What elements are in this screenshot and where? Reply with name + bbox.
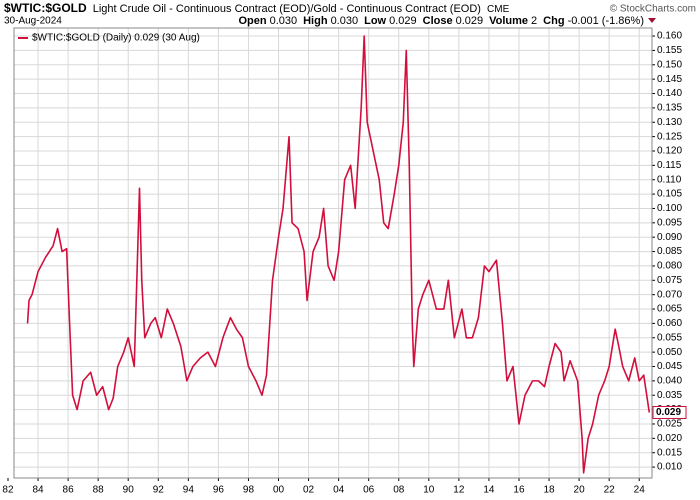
y-tick-label: 0.040 <box>657 376 682 387</box>
y-tick-label: 0.145 <box>657 74 682 85</box>
y-tick-label: 0.035 <box>657 390 682 401</box>
exchange: CME <box>487 4 510 15</box>
quote-value: 0.030 <box>270 15 298 27</box>
y-tick-label: 0.150 <box>657 59 682 70</box>
x-tick-label: 20 <box>574 485 586 496</box>
y-tick-label: 0.060 <box>657 318 682 329</box>
y-tick-label: 0.140 <box>657 88 682 99</box>
y-tick-label: 0.090 <box>657 232 682 243</box>
series-line <box>26 35 651 474</box>
quote-value: -0.001 (-1.86%) <box>568 15 644 27</box>
x-tick-label: 16 <box>513 485 525 496</box>
x-tick-label: 88 <box>93 485 105 496</box>
y-tick-label: 0.020 <box>657 433 682 444</box>
x-tick-label: 84 <box>32 485 44 496</box>
date: 30-Aug-2024 <box>4 16 62 27</box>
quote-value: 0.030 <box>331 15 359 27</box>
quote-line: Open 0.030 High 0.030 Low 0.029 Close 0.029 Volu… <box>238 15 644 27</box>
y-tick-label: 0.125 <box>657 131 682 142</box>
x-tick-label: 10 <box>423 485 435 496</box>
y-tick-label: 0.115 <box>657 160 682 171</box>
y-tick-label: 0.160 <box>657 31 682 42</box>
x-tick-label: 82 <box>2 485 14 496</box>
quote-label: Open <box>238 15 266 27</box>
y-tick-label: 0.070 <box>657 289 682 300</box>
y-tick-label: 0.015 <box>657 447 682 458</box>
y-tick-label: 0.050 <box>657 347 682 358</box>
y-tick-label: 0.075 <box>657 275 682 286</box>
quote-value: 0.029 <box>389 15 417 27</box>
chart-subtitle: Light Crude Oil - Continuous Contract (E… <box>93 3 481 15</box>
y-tick-label: 0.085 <box>657 246 682 257</box>
header-line: $WTIC:$GOLD Light Crude Oil - Continuous… <box>4 1 510 15</box>
y-tick-label: 0.135 <box>657 103 682 114</box>
y-tick-label: 0.055 <box>657 332 682 343</box>
y-tick-label: 0.045 <box>657 361 682 372</box>
x-tick-label: 86 <box>63 485 75 496</box>
legend-label: $WTIC:$GOLD (Daily) 0.029 (30 Aug) <box>32 33 200 44</box>
last-value-label: 0.029 <box>656 407 681 418</box>
quote-value: 2 <box>531 15 537 27</box>
quote-label: Low <box>364 15 386 27</box>
y-tick-label: 0.120 <box>657 146 682 157</box>
last-value-box <box>652 405 687 419</box>
x-tick-label: 08 <box>393 485 405 496</box>
x-tick-label: 00 <box>273 485 285 496</box>
plot-frame <box>13 27 653 479</box>
y-tick-label: 0.095 <box>657 217 682 228</box>
change-arrow <box>648 18 656 23</box>
y-tick-label: 0.105 <box>657 189 682 200</box>
x-tick-label: 92 <box>153 485 165 496</box>
quote-value: 0.029 <box>456 15 484 27</box>
y-tick-label: 0.010 <box>657 462 682 473</box>
y-tick-label: 0.025 <box>657 419 682 430</box>
x-tick-label: 14 <box>483 485 495 496</box>
x-tick-label: 24 <box>634 485 646 496</box>
x-tick-label: 18 <box>543 485 555 496</box>
y-tick-label: 0.065 <box>657 304 682 315</box>
x-tick-label: 12 <box>453 485 465 496</box>
y-tick-label: 0.110 <box>657 174 682 185</box>
x-tick-label: 04 <box>333 485 345 496</box>
y-tick-label: 0.100 <box>657 203 682 214</box>
x-tick-label: 94 <box>183 485 195 496</box>
y-tick-label: 0.155 <box>657 45 682 56</box>
x-tick-label: 98 <box>243 485 255 496</box>
chart-title: $WTIC:$GOLD <box>4 1 87 15</box>
x-tick-label: 06 <box>363 485 375 496</box>
x-tick-label: 22 <box>604 485 616 496</box>
quote-label: Chg <box>543 15 564 27</box>
quote-label: Volume <box>489 15 528 27</box>
x-tick-label: 02 <box>303 485 315 496</box>
y-tick-label: 0.080 <box>657 261 682 272</box>
x-tick-label: 96 <box>213 485 225 496</box>
y-tick-label: 0.130 <box>657 117 682 128</box>
copyright: © StockCharts.com <box>610 4 696 15</box>
x-tick-label: 90 <box>123 485 135 496</box>
quote-label: Close <box>423 15 453 27</box>
quote-label: High <box>303 15 328 27</box>
